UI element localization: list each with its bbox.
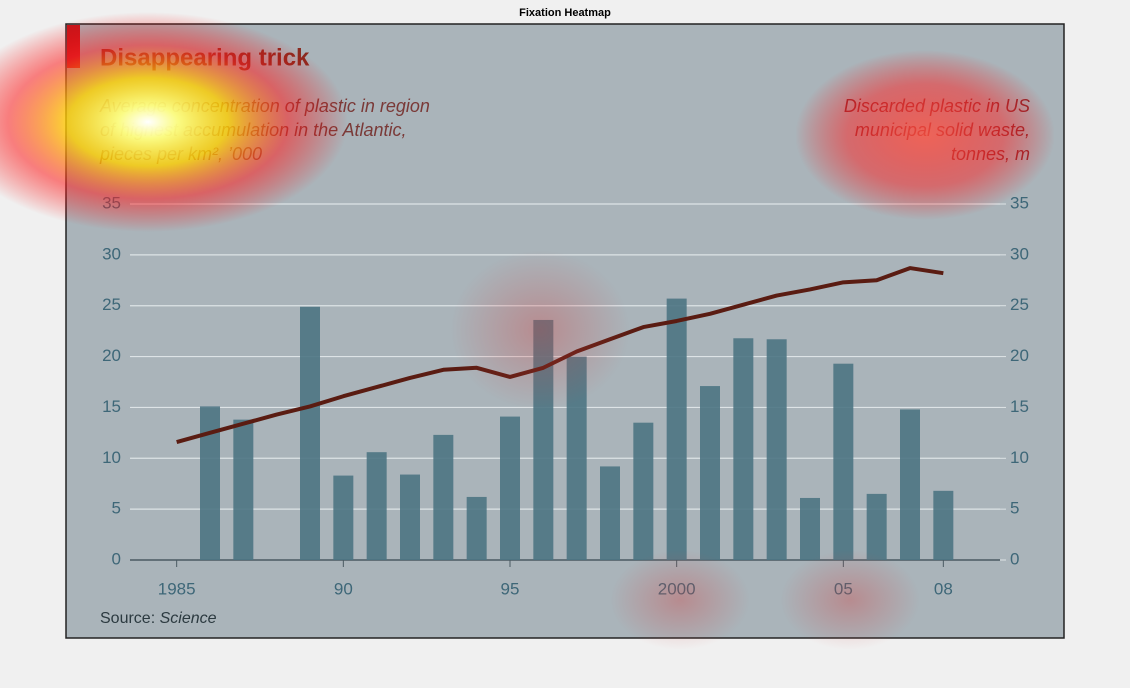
y-tick-label: 30 <box>102 244 121 263</box>
y-tick-label: 5 <box>112 499 121 518</box>
subtitle-right: municipal solid waste, <box>855 120 1030 140</box>
y2-tick-label: 35 <box>1010 193 1029 212</box>
subtitle-right: Discarded plastic in US <box>844 96 1030 116</box>
bar <box>633 422 654 560</box>
x-tick-label: 95 <box>501 579 520 598</box>
bar <box>466 496 487 560</box>
y2-tick-label: 10 <box>1010 448 1029 467</box>
x-tick-label: 90 <box>334 579 353 598</box>
bar <box>233 419 254 560</box>
bar <box>400 474 420 560</box>
subtitle-right: tonnes, m <box>951 144 1030 164</box>
bar <box>933 490 954 560</box>
red-tag <box>67 25 80 68</box>
x-tick-label: 05 <box>834 579 853 598</box>
bar <box>500 416 520 560</box>
y2-tick-label: 15 <box>1010 397 1029 416</box>
source-prefix: Source: <box>100 610 155 627</box>
x-tick-label: 08 <box>934 579 953 598</box>
subtitle-left: Average concentration of plastic in regi… <box>99 96 430 116</box>
bar <box>366 452 387 560</box>
bar <box>433 434 454 560</box>
bar <box>200 406 220 560</box>
bar <box>666 298 687 560</box>
y2-tick-label: 5 <box>1010 499 1019 518</box>
subtitle-left: of highest accumulation in the Atlantic, <box>100 120 407 140</box>
y2-tick-label: 20 <box>1010 346 1029 365</box>
y2-tick-label: 30 <box>1010 244 1029 263</box>
y-tick-label: 15 <box>102 397 121 416</box>
y-tick-label: 35 <box>102 193 121 212</box>
y-tick-label: 20 <box>102 346 121 365</box>
x-tick-label: 2000 <box>658 579 696 598</box>
bar <box>533 319 554 560</box>
bar <box>566 356 587 560</box>
bar <box>900 409 920 560</box>
chart-title: Disappearing trick <box>100 44 310 71</box>
y2-tick-label: 25 <box>1010 295 1029 314</box>
source: Source: Science <box>100 610 217 627</box>
bar <box>600 466 620 560</box>
subtitle-left: pieces per km², ’000 <box>99 144 262 164</box>
y-tick-label: 10 <box>102 448 121 467</box>
bar <box>733 338 754 560</box>
y-tick-label: 0 <box>112 549 121 568</box>
y2-tick-label: 0 <box>1010 549 1019 568</box>
bar <box>833 363 854 560</box>
y-tick-label: 25 <box>102 295 121 314</box>
x-tick-label: 1985 <box>158 579 196 598</box>
bar <box>800 497 820 560</box>
bar <box>333 475 354 560</box>
bar <box>866 493 887 560</box>
bar <box>700 386 720 560</box>
bar <box>766 339 787 560</box>
source-name: Science <box>160 610 217 627</box>
window-title: Fixation Heatmap <box>519 7 611 19</box>
bar <box>300 306 320 560</box>
